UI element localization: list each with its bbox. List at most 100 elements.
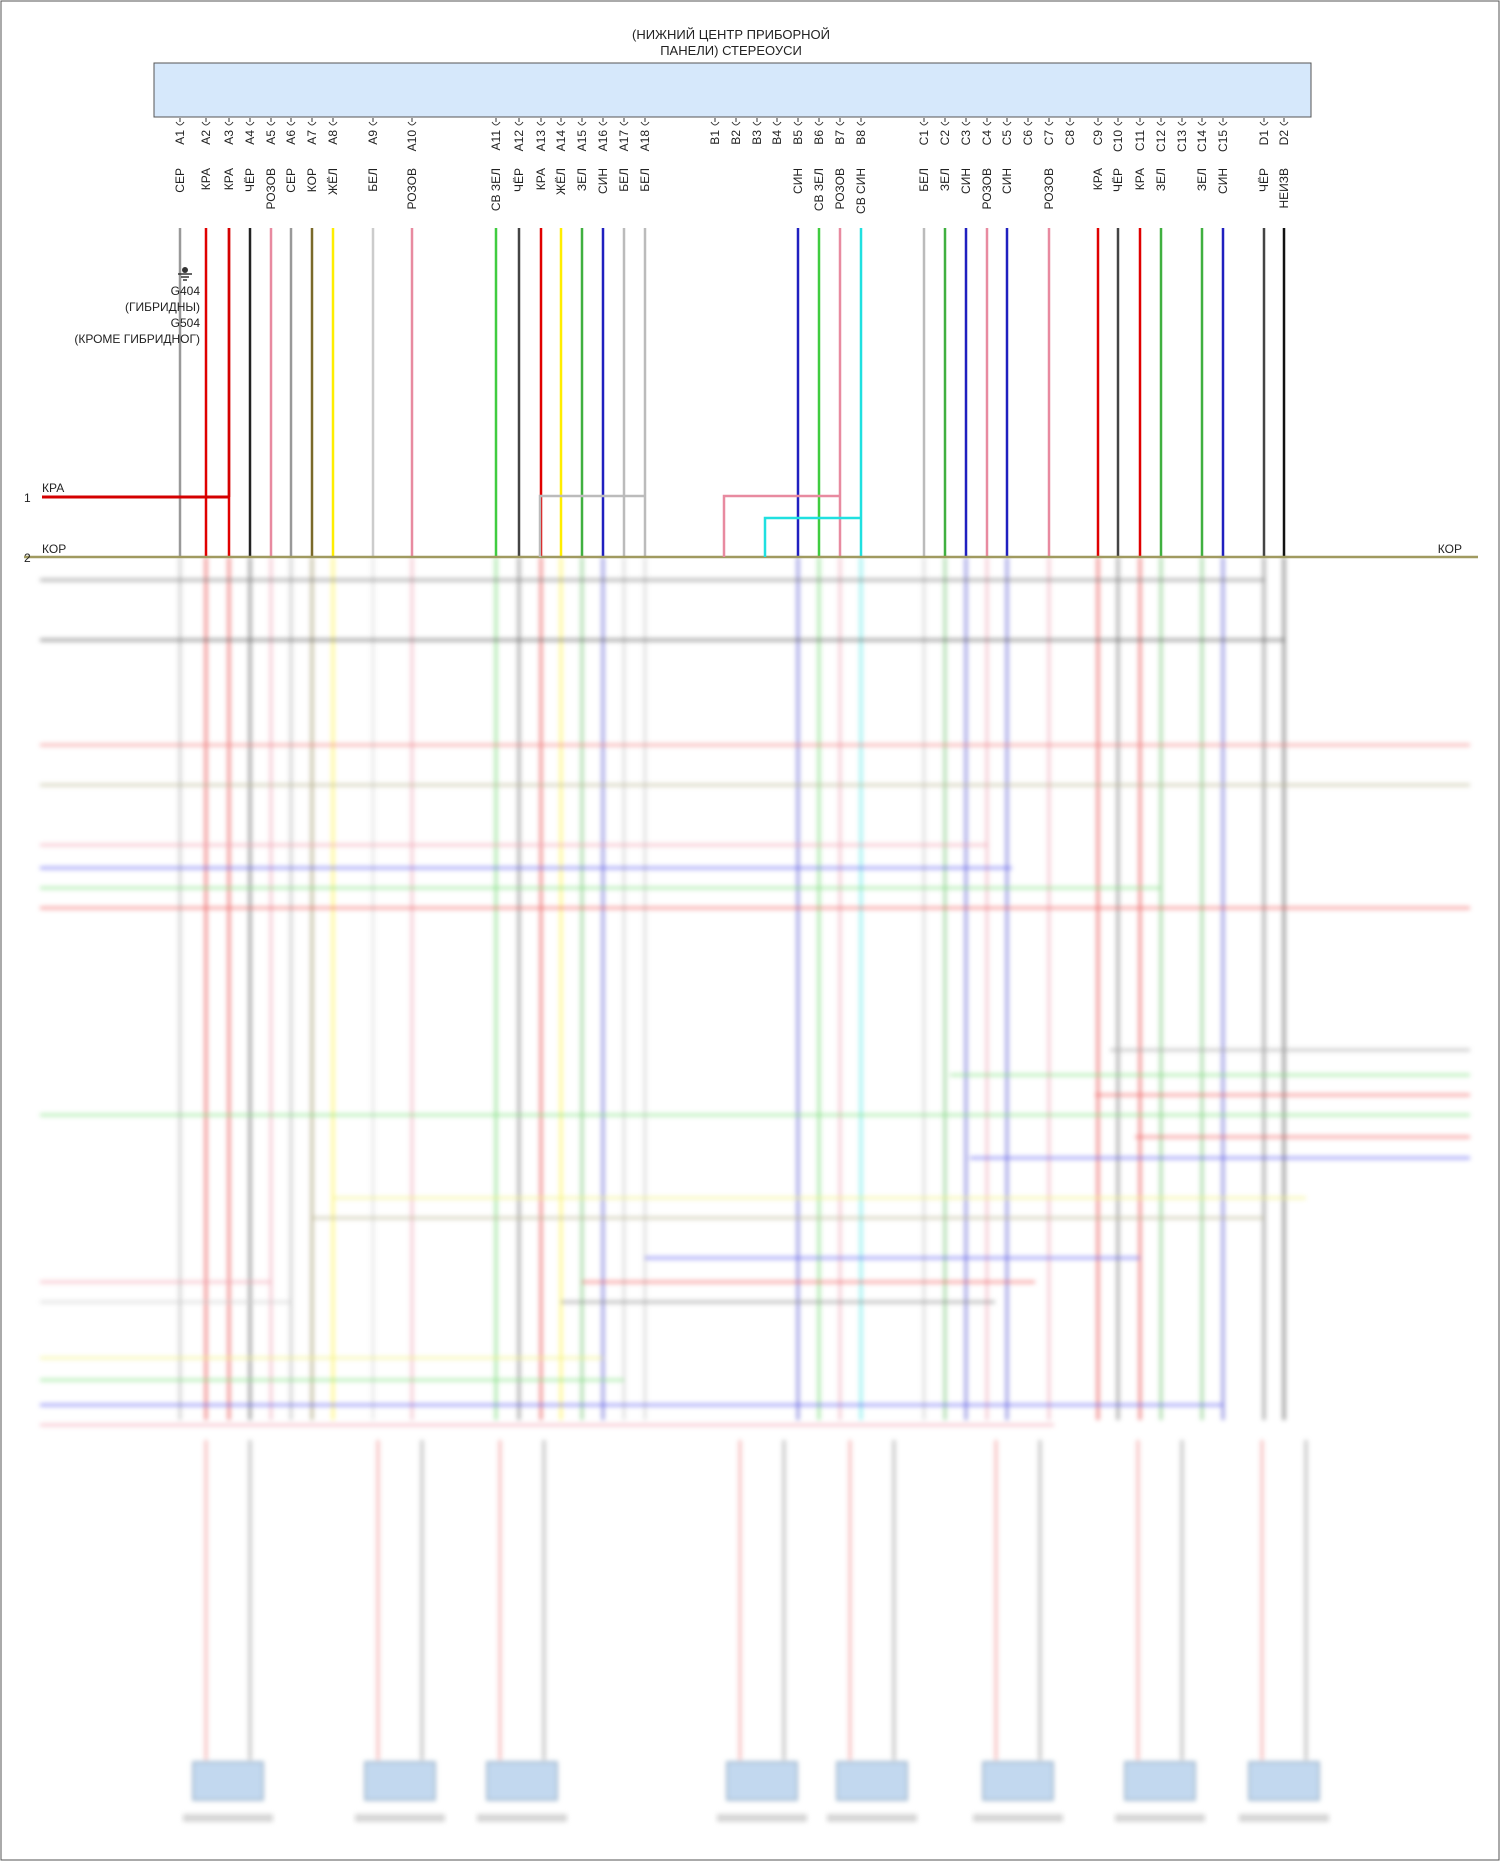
pin-label: A17 [617, 130, 631, 152]
wire-color-label: СИН [791, 168, 805, 194]
wire-color-label: ЗЕЛ [1195, 168, 1209, 191]
left-bus-2-label: КОР [42, 542, 66, 556]
wire-color-label: РОЗОВ [264, 168, 278, 210]
wire-color-label: СИН [1000, 168, 1014, 194]
pin-cup [814, 121, 824, 126]
wire-color-label: СВ ЗЕЛ [489, 168, 503, 211]
wire-color-label: СИН [959, 168, 973, 194]
pin-cup [1218, 121, 1228, 126]
wire-color-label: СВ ЗЕЛ [812, 168, 826, 211]
speaker-caption-blur [717, 1814, 807, 1822]
wire-color-label: КРА [222, 168, 236, 190]
ground-label-g504: G504 [171, 316, 201, 330]
pin-cup [175, 121, 185, 126]
ground-label-non-hybrid: (КРОМЕ ГИБРИДНОГ) [74, 332, 200, 346]
pin-cup [961, 121, 971, 126]
pin-label: C3 [959, 130, 973, 146]
speaker-caption-blur [1115, 1814, 1205, 1822]
wire-color-label: БЕЛ [638, 168, 652, 192]
pin-label: C14 [1195, 130, 1209, 152]
ground-label-hybrid: (ГИБРИДНЫ) [125, 300, 200, 314]
pin-cup [1113, 121, 1123, 126]
pin-label: B7 [833, 130, 847, 145]
pin-cup [772, 121, 782, 126]
wire-color-label: БЕЛ [917, 168, 931, 192]
unit-title-line-1: (НИЖНИЙ ЦЕНТР ПРИБОРНОЙ [632, 27, 830, 42]
pin-label: C2 [938, 130, 952, 146]
pin-cup [710, 121, 720, 126]
pin-cup [619, 121, 629, 126]
pin-label: B8 [854, 130, 868, 145]
wire-color-label: КОР [305, 168, 319, 192]
pin-cup [286, 121, 296, 126]
pin-cup [1044, 121, 1054, 126]
speaker-connector [1124, 1761, 1196, 1801]
pin-label: B3 [750, 130, 764, 145]
speaker-caption-blur [1239, 1814, 1329, 1822]
pin-label: C9 [1091, 130, 1105, 146]
pin-cup [266, 121, 276, 126]
pin-label: C5 [1000, 130, 1014, 146]
wire-color-label: ЧЁР [243, 168, 257, 192]
left-bus-2-number: 2 [24, 551, 31, 565]
pin-wire-group [24, 228, 1478, 559]
wire-color-label: СИН [596, 168, 610, 194]
ground-symbol [178, 267, 192, 281]
pin-cup [982, 121, 992, 126]
pin-label: A4 [243, 130, 257, 145]
wire-color-label: ЗЕЛ [938, 168, 952, 191]
pin-cup [556, 121, 566, 126]
pin-cup [856, 121, 866, 126]
left-bus-1-label: КРА [42, 481, 64, 495]
pin-cup [1093, 121, 1103, 126]
pin-label: B2 [729, 130, 743, 145]
wire-color-label: ЗЕЛ [575, 168, 589, 191]
pin-cup [793, 121, 803, 126]
pin-cup [491, 121, 501, 126]
stereo-amplifier-unit [153, 62, 1312, 118]
pin-cup [1279, 121, 1289, 126]
wire-color-label: СВ СИН [854, 168, 868, 214]
pin-label: B5 [791, 130, 805, 145]
pin-label: A10 [405, 130, 419, 152]
pin-label: D2 [1277, 130, 1291, 146]
wire-color-label: СЕР [284, 168, 298, 193]
pin-connector-group: A1 СЕР A2 КРА A3 КРА A4 ЧЁР A5 РОЗОВ A6 СЕР A7 КОР A8 Ж… [173, 118, 1291, 214]
wire-color-label: СЕР [173, 168, 187, 193]
pin-cup [514, 121, 524, 126]
pin-cup [940, 121, 950, 126]
speaker-caption-blur [355, 1814, 445, 1822]
wire-color-label: ЖЁЛ [554, 168, 568, 195]
pin-cup [577, 121, 587, 126]
pin-label: C1 [917, 130, 931, 146]
wire-color-label: КРА [1091, 168, 1105, 190]
pin-label: C11 [1133, 130, 1147, 151]
pin-label: D1 [1257, 130, 1271, 146]
pin-label: B4 [770, 130, 784, 145]
pin-label: C8 [1063, 130, 1077, 146]
unit-title-line-2: ПАНЕЛИ) СТЕРЕОУСИ [660, 43, 802, 58]
pin-label: A3 [222, 130, 236, 145]
pin-cup [1197, 121, 1207, 126]
pin-cup [731, 121, 741, 126]
pin-label: C7 [1042, 130, 1056, 146]
pin-label: A1 [173, 130, 187, 145]
wire-color-label: ЧЁР [512, 168, 526, 192]
speaker-connector [726, 1761, 798, 1801]
pin-label: A8 [326, 130, 340, 145]
pin-label: A16 [596, 130, 610, 152]
pin-label: C4 [980, 130, 994, 146]
pin-label: A5 [264, 130, 278, 145]
speaker-connector [836, 1761, 908, 1801]
speaker-caption-blur [973, 1814, 1063, 1822]
pin-label: A14 [554, 130, 568, 152]
pin-label: A12 [512, 130, 526, 152]
pin-label: A6 [284, 130, 298, 145]
pin-cup [1023, 121, 1033, 126]
wire-color-label: РОЗОВ [980, 168, 994, 210]
speaker-connector [982, 1761, 1054, 1801]
pin-cup [407, 121, 417, 126]
wire-color-label: КРА [534, 168, 548, 190]
